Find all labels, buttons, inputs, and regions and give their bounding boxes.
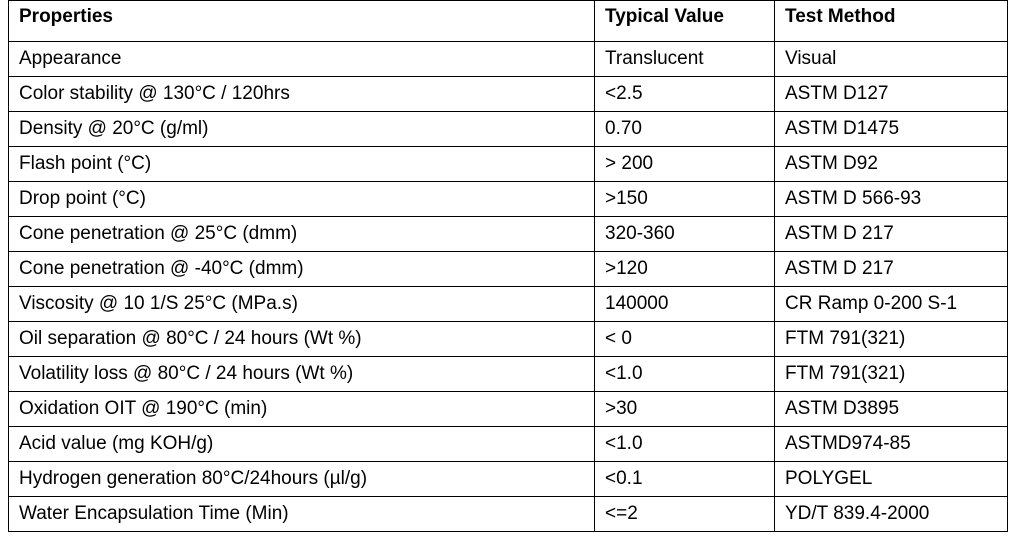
table-row: Oil separation @ 80°C / 24 hours (Wt %) … bbox=[8, 321, 1008, 357]
table-row: Acid value (mg KOH/g) <1.0 ASTMD974-85 bbox=[8, 426, 1008, 462]
header-test-method: Test Method bbox=[774, 0, 1008, 42]
table-row: Volatility loss @ 80°C / 24 hours (Wt %)… bbox=[8, 356, 1008, 392]
value-cell: >30 bbox=[594, 391, 775, 427]
method-cell: YD/T 839.4-2000 bbox=[774, 496, 1008, 532]
value-cell: <=2 bbox=[594, 496, 775, 532]
property-cell: Hydrogen generation 80°C/24hours (µl/g) bbox=[8, 461, 595, 497]
value-cell: 140000 bbox=[594, 286, 775, 322]
value-cell: < 0 bbox=[594, 321, 775, 357]
property-cell: Drop point (°C) bbox=[8, 181, 595, 217]
table-row: Appearance Translucent Visual bbox=[8, 41, 1008, 77]
value-cell: <1.0 bbox=[594, 356, 775, 392]
property-cell: Water Encapsulation Time (Min) bbox=[8, 496, 595, 532]
method-cell: POLYGEL bbox=[774, 461, 1008, 497]
header-properties: Properties bbox=[8, 0, 595, 42]
table-row: Flash point (°C) > 200 ASTM D92 bbox=[8, 146, 1008, 182]
table-row: Cone penetration @ -40°C (dmm) >120 ASTM… bbox=[8, 251, 1008, 287]
property-cell: Appearance bbox=[8, 41, 595, 77]
table-row: Color stability @ 130°C / 120hrs <2.5 AS… bbox=[8, 76, 1008, 112]
property-cell: Acid value (mg KOH/g) bbox=[8, 426, 595, 462]
table-row: Viscosity @ 10 1/S 25°C (MPa.s) 140000 C… bbox=[8, 286, 1008, 322]
table-row: Oxidation OIT @ 190°C (min) >30 ASTM D38… bbox=[8, 391, 1008, 427]
value-cell: >120 bbox=[594, 251, 775, 287]
property-cell: Cone penetration @ -40°C (dmm) bbox=[8, 251, 595, 287]
method-cell: Visual bbox=[774, 41, 1008, 77]
method-cell: ASTM D 217 bbox=[774, 251, 1008, 287]
value-cell: >150 bbox=[594, 181, 775, 217]
method-cell: ASTM D 217 bbox=[774, 216, 1008, 252]
value-cell: <0.1 bbox=[594, 461, 775, 497]
method-cell: ASTM D3895 bbox=[774, 391, 1008, 427]
method-cell: CR Ramp 0-200 S-1 bbox=[774, 286, 1008, 322]
method-cell: FTM 791(321) bbox=[774, 356, 1008, 392]
method-cell: ASTM D 566-93 bbox=[774, 181, 1008, 217]
value-cell: 320-360 bbox=[594, 216, 775, 252]
method-cell: ASTM D127 bbox=[774, 76, 1008, 112]
value-cell: <1.0 bbox=[594, 426, 775, 462]
table-row: Drop point (°C) >150 ASTM D 566-93 bbox=[8, 181, 1008, 217]
method-cell: ASTMD974-85 bbox=[774, 426, 1008, 462]
method-cell: FTM 791(321) bbox=[774, 321, 1008, 357]
value-cell: 0.70 bbox=[594, 111, 775, 147]
header-typical-value: Typical Value bbox=[594, 0, 775, 42]
property-cell: Oil separation @ 80°C / 24 hours (Wt %) bbox=[8, 321, 595, 357]
table-row: Density @ 20°C (g/ml) 0.70 ASTM D1475 bbox=[8, 111, 1008, 147]
method-cell: ASTM D1475 bbox=[774, 111, 1008, 147]
table-row: Water Encapsulation Time (Min) <=2 YD/T … bbox=[8, 496, 1008, 532]
table-row: Hydrogen generation 80°C/24hours (µl/g) … bbox=[8, 461, 1008, 497]
value-cell: Translucent bbox=[594, 41, 775, 77]
property-cell: Oxidation OIT @ 190°C (min) bbox=[8, 391, 595, 427]
property-cell: Flash point (°C) bbox=[8, 146, 595, 182]
method-cell: ASTM D92 bbox=[774, 146, 1008, 182]
property-cell: Volatility loss @ 80°C / 24 hours (Wt %) bbox=[8, 356, 595, 392]
property-cell: Density @ 20°C (g/ml) bbox=[8, 111, 595, 147]
property-cell: Viscosity @ 10 1/S 25°C (MPa.s) bbox=[8, 286, 595, 322]
value-cell: <2.5 bbox=[594, 76, 775, 112]
property-cell: Cone penetration @ 25°C (dmm) bbox=[8, 216, 595, 252]
value-cell: > 200 bbox=[594, 146, 775, 182]
header-row: Properties Typical Value Test Method bbox=[8, 0, 1008, 42]
table-row: Cone penetration @ 25°C (dmm) 320-360 AS… bbox=[8, 216, 1008, 252]
properties-table: Properties Typical Value Test Method App… bbox=[8, 0, 1008, 532]
property-cell: Color stability @ 130°C / 120hrs bbox=[8, 76, 595, 112]
